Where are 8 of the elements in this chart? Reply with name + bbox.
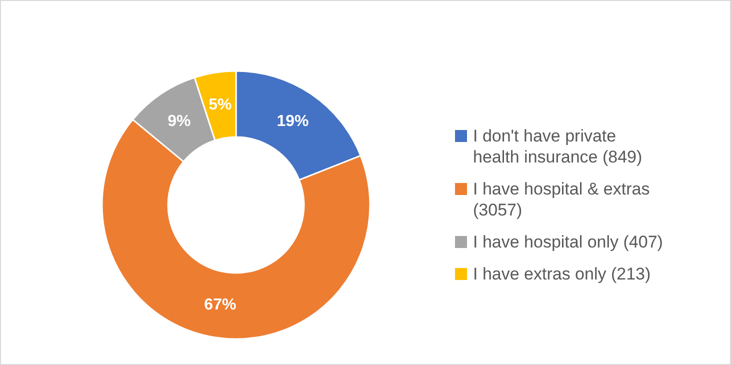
- legend-label: I have hospital only (407): [473, 232, 663, 252]
- data-label: 19%: [276, 112, 309, 130]
- legend-label: I don't have private health insurance (849): [473, 126, 642, 166]
- data-label: 5%: [208, 96, 232, 114]
- data-label: 67%: [204, 296, 236, 314]
- legend-label: I have hospital & extras (3057): [473, 180, 650, 220]
- data-label: 9%: [168, 112, 191, 130]
- legend-label: I have extras only (213): [473, 264, 651, 284]
